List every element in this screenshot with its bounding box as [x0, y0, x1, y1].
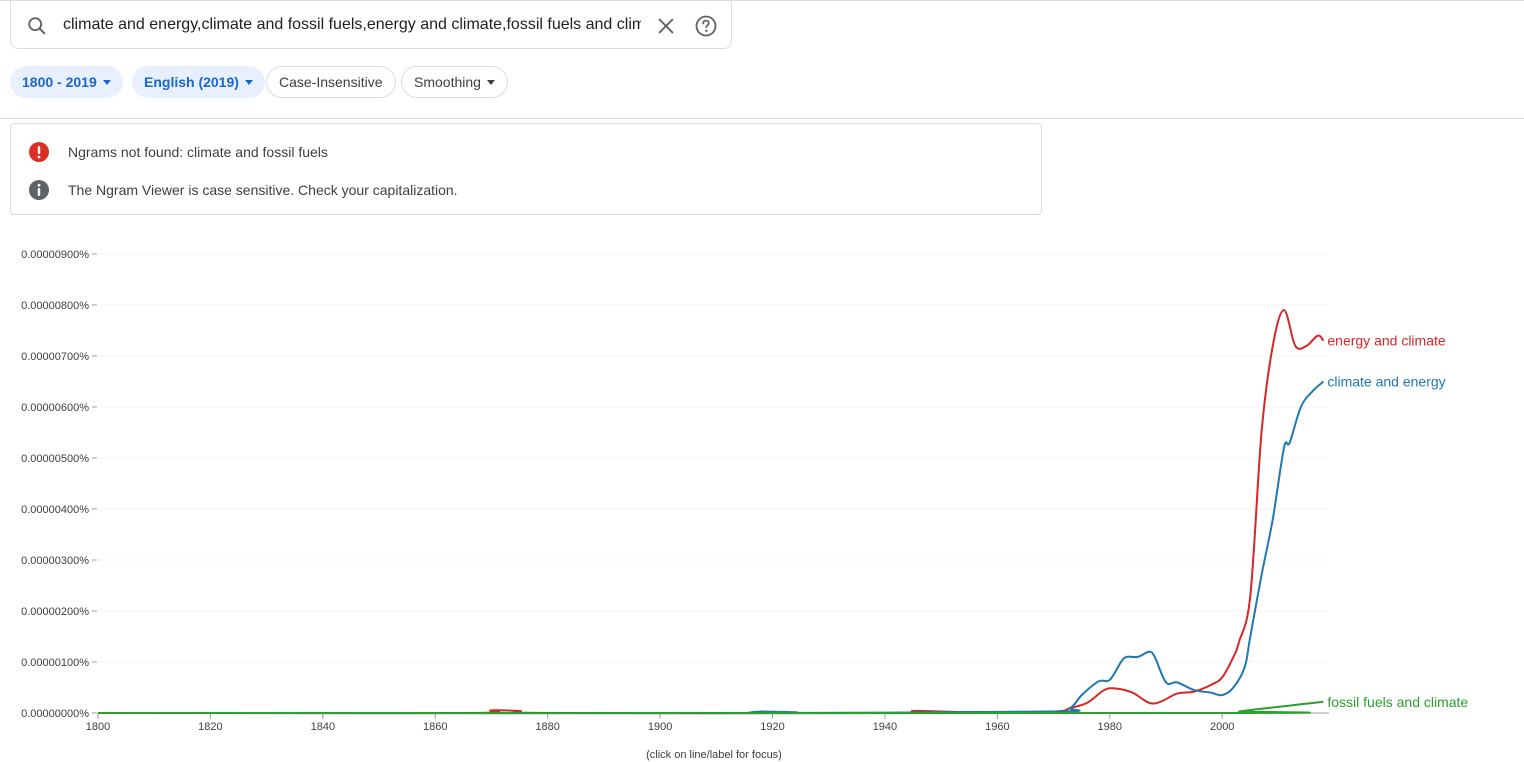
- close-icon[interactable]: [655, 15, 677, 37]
- x-tick-label: 1820: [198, 721, 222, 733]
- y-tick-label: 0.00000700%: [21, 351, 89, 363]
- search-box[interactable]: [10, 1, 732, 49]
- info-icon: [29, 180, 49, 200]
- y-tick-label: 0.00000200%: [21, 606, 89, 618]
- x-tick-label: 1940: [873, 721, 897, 733]
- series-line[interactable]: [97, 380, 1325, 715]
- x-tick-label: 1960: [985, 721, 1009, 733]
- case-insensitive-label: Case-Insensitive: [279, 74, 383, 90]
- search-icon: [28, 17, 46, 35]
- y-tick-label: 0.00000800%: [21, 300, 89, 312]
- chart-footnote: (click on line/label for focus): [646, 749, 782, 761]
- chevron-down-icon: [102, 79, 111, 85]
- y-tick-label: 0.00000300%: [21, 555, 89, 567]
- y-tick-label: 0.00000900%: [21, 249, 89, 261]
- x-tick-label: 1860: [423, 721, 447, 733]
- x-tick-label: 2000: [1210, 721, 1234, 733]
- series-label[interactable]: energy and climate: [1327, 333, 1446, 349]
- y-tick-label: 0.00000100%: [21, 657, 89, 669]
- notice-panel: Ngrams not found: climate and fossil fue…: [10, 123, 1042, 215]
- chevron-down-icon: [244, 79, 253, 85]
- search-input[interactable]: [63, 11, 641, 39]
- x-tick-label: 1920: [760, 721, 784, 733]
- y-axis: 0.00000000% 0.00000100% 0.00000200% 0.00000…: [21, 249, 97, 720]
- corpus-dropdown[interactable]: English (2019): [132, 66, 265, 98]
- series-label[interactable]: fossil fuels and climate: [1327, 694, 1468, 710]
- x-tick-label: 1800: [86, 721, 110, 733]
- year-range-dropdown[interactable]: 1800 - 2019: [10, 66, 123, 98]
- y-tick-label: 0.00000400%: [21, 504, 89, 516]
- corpus-label: English (2019): [144, 74, 239, 90]
- divider: [0, 118, 1524, 119]
- error-icon: [29, 142, 49, 162]
- y-tick-label: 0.00000000%: [21, 708, 89, 720]
- chart-series: [97, 309, 1325, 715]
- x-tick-label: 1880: [535, 721, 559, 733]
- year-range-label: 1800 - 2019: [22, 74, 97, 90]
- smoothing-label: Smoothing: [414, 74, 481, 90]
- x-tick-label: 1840: [311, 721, 335, 733]
- top-border: [0, 0, 1524, 1]
- ngram-chart: 0.00000000% 0.00000100% 0.00000200% 0.00000…: [21, 249, 1468, 761]
- error-notice-text: Ngrams not found: climate and fossil fue…: [68, 144, 328, 160]
- y-tick-label: 0.00000600%: [21, 402, 89, 414]
- info-notice-text: The Ngram Viewer is case sensitive. Chec…: [68, 182, 458, 198]
- chevron-down-icon: [486, 79, 495, 85]
- chart-legend: energy and climate climate and energy foss…: [1327, 333, 1468, 710]
- smoothing-dropdown[interactable]: Smoothing: [401, 66, 508, 98]
- series-line[interactable]: [97, 700, 1324, 715]
- x-axis: 1800 1820 1840 1860 1880 1900 1920 1940 1960 1980…: [86, 712, 1329, 733]
- series-line[interactable]: [97, 309, 1325, 715]
- y-tick-label: 0.00000500%: [21, 453, 89, 465]
- help-icon[interactable]: [694, 14, 718, 38]
- x-tick-label: 1900: [648, 721, 672, 733]
- series-label[interactable]: climate and energy: [1327, 374, 1445, 390]
- chart-grid: [98, 253, 1329, 663]
- case-insensitive-toggle[interactable]: Case-Insensitive: [266, 66, 396, 98]
- x-tick-label: 1980: [1098, 721, 1122, 733]
